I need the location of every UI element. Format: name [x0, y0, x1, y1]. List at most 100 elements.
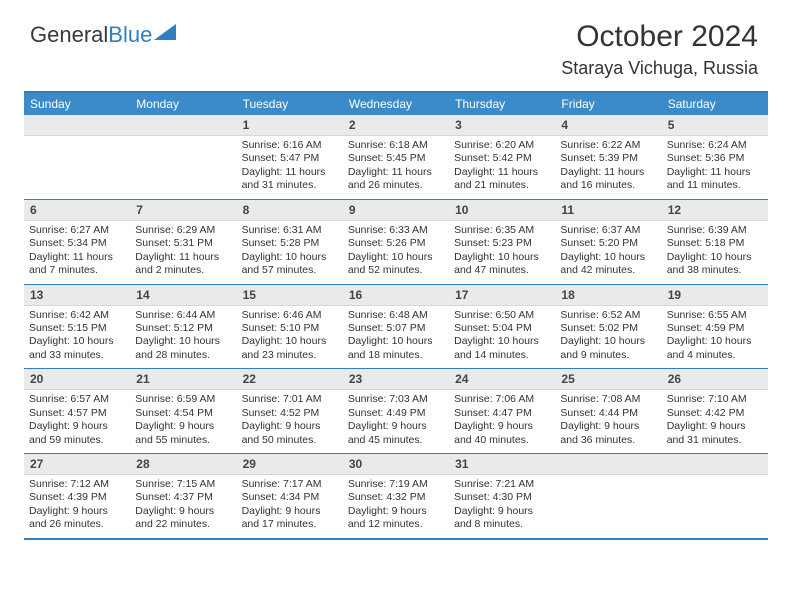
sunrise-line: Sunrise: 7:08 AM: [560, 393, 656, 406]
daylight-line: Daylight: 9 hours and 40 minutes.: [454, 420, 550, 447]
day-number: .: [662, 454, 768, 475]
sunset-line: Sunset: 4:44 PM: [560, 407, 656, 420]
sunrise-line: Sunrise: 6:16 AM: [242, 139, 338, 152]
sunrise-line: Sunrise: 6:35 AM: [454, 224, 550, 237]
calendar-cell: 31Sunrise: 7:21 AMSunset: 4:30 PMDayligh…: [449, 454, 555, 538]
daylight-line: Daylight: 11 hours and 21 minutes.: [454, 166, 550, 193]
brand-triangle-icon: [154, 24, 176, 40]
calendar-cell: .: [555, 454, 661, 538]
sunset-line: Sunset: 4:47 PM: [454, 407, 550, 420]
day-number: 22: [237, 369, 343, 390]
calendar-cell: 16Sunrise: 6:48 AMSunset: 5:07 PMDayligh…: [343, 285, 449, 369]
sunrise-line: Sunrise: 6:24 AM: [667, 139, 763, 152]
day-number: 7: [130, 200, 236, 221]
day-number: 3: [449, 115, 555, 136]
calendar-cell: 25Sunrise: 7:08 AMSunset: 4:44 PMDayligh…: [555, 369, 661, 453]
day-number: 13: [24, 285, 130, 306]
sunset-line: Sunset: 5:45 PM: [348, 152, 444, 165]
calendar-week: 6Sunrise: 6:27 AMSunset: 5:34 PMDaylight…: [24, 200, 768, 285]
daylight-line: Daylight: 9 hours and 17 minutes.: [242, 505, 338, 532]
day-content: Sunrise: 7:08 AMSunset: 4:44 PMDaylight:…: [555, 390, 661, 453]
calendar-cell: 24Sunrise: 7:06 AMSunset: 4:47 PMDayligh…: [449, 369, 555, 453]
daylight-line: Daylight: 9 hours and 31 minutes.: [667, 420, 763, 447]
day-content: Sunrise: 7:01 AMSunset: 4:52 PMDaylight:…: [237, 390, 343, 453]
day-content: [555, 475, 661, 533]
sunrise-line: Sunrise: 7:17 AM: [242, 478, 338, 491]
sunrise-line: Sunrise: 6:59 AM: [135, 393, 231, 406]
day-of-week-header: Wednesday: [343, 93, 449, 115]
sunset-line: Sunset: 5:02 PM: [560, 322, 656, 335]
sunset-line: Sunset: 5:10 PM: [242, 322, 338, 335]
day-content: Sunrise: 7:21 AMSunset: 4:30 PMDaylight:…: [449, 475, 555, 538]
day-content: Sunrise: 6:46 AMSunset: 5:10 PMDaylight:…: [237, 306, 343, 369]
day-number: .: [24, 115, 130, 136]
day-content: Sunrise: 7:15 AMSunset: 4:37 PMDaylight:…: [130, 475, 236, 538]
day-content: Sunrise: 6:55 AMSunset: 4:59 PMDaylight:…: [662, 306, 768, 369]
sunrise-line: Sunrise: 6:31 AM: [242, 224, 338, 237]
day-of-week-header: Thursday: [449, 93, 555, 115]
day-number: 12: [662, 200, 768, 221]
calendar-week: 27Sunrise: 7:12 AMSunset: 4:39 PMDayligh…: [24, 454, 768, 540]
calendar-cell: 6Sunrise: 6:27 AMSunset: 5:34 PMDaylight…: [24, 200, 130, 284]
sunset-line: Sunset: 4:59 PM: [667, 322, 763, 335]
calendar-cell: 20Sunrise: 6:57 AMSunset: 4:57 PMDayligh…: [24, 369, 130, 453]
day-content: Sunrise: 6:52 AMSunset: 5:02 PMDaylight:…: [555, 306, 661, 369]
sunset-line: Sunset: 5:04 PM: [454, 322, 550, 335]
day-number: 15: [237, 285, 343, 306]
day-content: Sunrise: 6:39 AMSunset: 5:18 PMDaylight:…: [662, 221, 768, 284]
calendar-cell: 2Sunrise: 6:18 AMSunset: 5:45 PMDaylight…: [343, 115, 449, 199]
sunrise-line: Sunrise: 7:03 AM: [348, 393, 444, 406]
day-content: [24, 136, 130, 194]
day-content: Sunrise: 7:06 AMSunset: 4:47 PMDaylight:…: [449, 390, 555, 453]
day-content: Sunrise: 6:22 AMSunset: 5:39 PMDaylight:…: [555, 136, 661, 199]
day-number: 9: [343, 200, 449, 221]
sunset-line: Sunset: 5:20 PM: [560, 237, 656, 250]
sunset-line: Sunset: 4:49 PM: [348, 407, 444, 420]
day-content: Sunrise: 7:12 AMSunset: 4:39 PMDaylight:…: [24, 475, 130, 538]
day-content: Sunrise: 6:50 AMSunset: 5:04 PMDaylight:…: [449, 306, 555, 369]
calendar-cell: 12Sunrise: 6:39 AMSunset: 5:18 PMDayligh…: [662, 200, 768, 284]
daylight-line: Daylight: 10 hours and 57 minutes.: [242, 251, 338, 278]
daylight-line: Daylight: 11 hours and 26 minutes.: [348, 166, 444, 193]
day-content: Sunrise: 6:29 AMSunset: 5:31 PMDaylight:…: [130, 221, 236, 284]
sunrise-line: Sunrise: 6:33 AM: [348, 224, 444, 237]
brand-part2: Blue: [108, 22, 152, 48]
sunrise-line: Sunrise: 7:10 AM: [667, 393, 763, 406]
calendar: SundayMondayTuesdayWednesdayThursdayFrid…: [24, 91, 768, 540]
sunset-line: Sunset: 4:30 PM: [454, 491, 550, 504]
day-number: 30: [343, 454, 449, 475]
daylight-line: Daylight: 9 hours and 8 minutes.: [454, 505, 550, 532]
sunset-line: Sunset: 4:34 PM: [242, 491, 338, 504]
day-number: 21: [130, 369, 236, 390]
calendar-cell: 1Sunrise: 6:16 AMSunset: 5:47 PMDaylight…: [237, 115, 343, 199]
brand-part1: General: [30, 22, 108, 48]
day-number: 14: [130, 285, 236, 306]
daylight-line: Daylight: 9 hours and 59 minutes.: [29, 420, 125, 447]
calendar-cell: 8Sunrise: 6:31 AMSunset: 5:28 PMDaylight…: [237, 200, 343, 284]
sunrise-line: Sunrise: 7:15 AM: [135, 478, 231, 491]
day-number: 10: [449, 200, 555, 221]
calendar-cell: 15Sunrise: 6:46 AMSunset: 5:10 PMDayligh…: [237, 285, 343, 369]
calendar-cell: 26Sunrise: 7:10 AMSunset: 4:42 PMDayligh…: [662, 369, 768, 453]
daylight-line: Daylight: 10 hours and 28 minutes.: [135, 335, 231, 362]
sunset-line: Sunset: 4:37 PM: [135, 491, 231, 504]
day-content: Sunrise: 6:24 AMSunset: 5:36 PMDaylight:…: [662, 136, 768, 199]
sunrise-line: Sunrise: 6:48 AM: [348, 309, 444, 322]
daylight-line: Daylight: 11 hours and 2 minutes.: [135, 251, 231, 278]
sunset-line: Sunset: 4:52 PM: [242, 407, 338, 420]
sunrise-line: Sunrise: 7:19 AM: [348, 478, 444, 491]
day-content: Sunrise: 6:18 AMSunset: 5:45 PMDaylight:…: [343, 136, 449, 199]
sunset-line: Sunset: 5:18 PM: [667, 237, 763, 250]
day-of-week-row: SundayMondayTuesdayWednesdayThursdayFrid…: [24, 93, 768, 115]
sunrise-line: Sunrise: 6:46 AM: [242, 309, 338, 322]
day-number: 17: [449, 285, 555, 306]
daylight-line: Daylight: 10 hours and 42 minutes.: [560, 251, 656, 278]
day-number: 5: [662, 115, 768, 136]
sunset-line: Sunset: 4:32 PM: [348, 491, 444, 504]
sunset-line: Sunset: 4:42 PM: [667, 407, 763, 420]
day-content: Sunrise: 7:17 AMSunset: 4:34 PMDaylight:…: [237, 475, 343, 538]
daylight-line: Daylight: 11 hours and 7 minutes.: [29, 251, 125, 278]
calendar-week: 13Sunrise: 6:42 AMSunset: 5:15 PMDayligh…: [24, 285, 768, 370]
calendar-cell: 3Sunrise: 6:20 AMSunset: 5:42 PMDaylight…: [449, 115, 555, 199]
calendar-cell: 10Sunrise: 6:35 AMSunset: 5:23 PMDayligh…: [449, 200, 555, 284]
